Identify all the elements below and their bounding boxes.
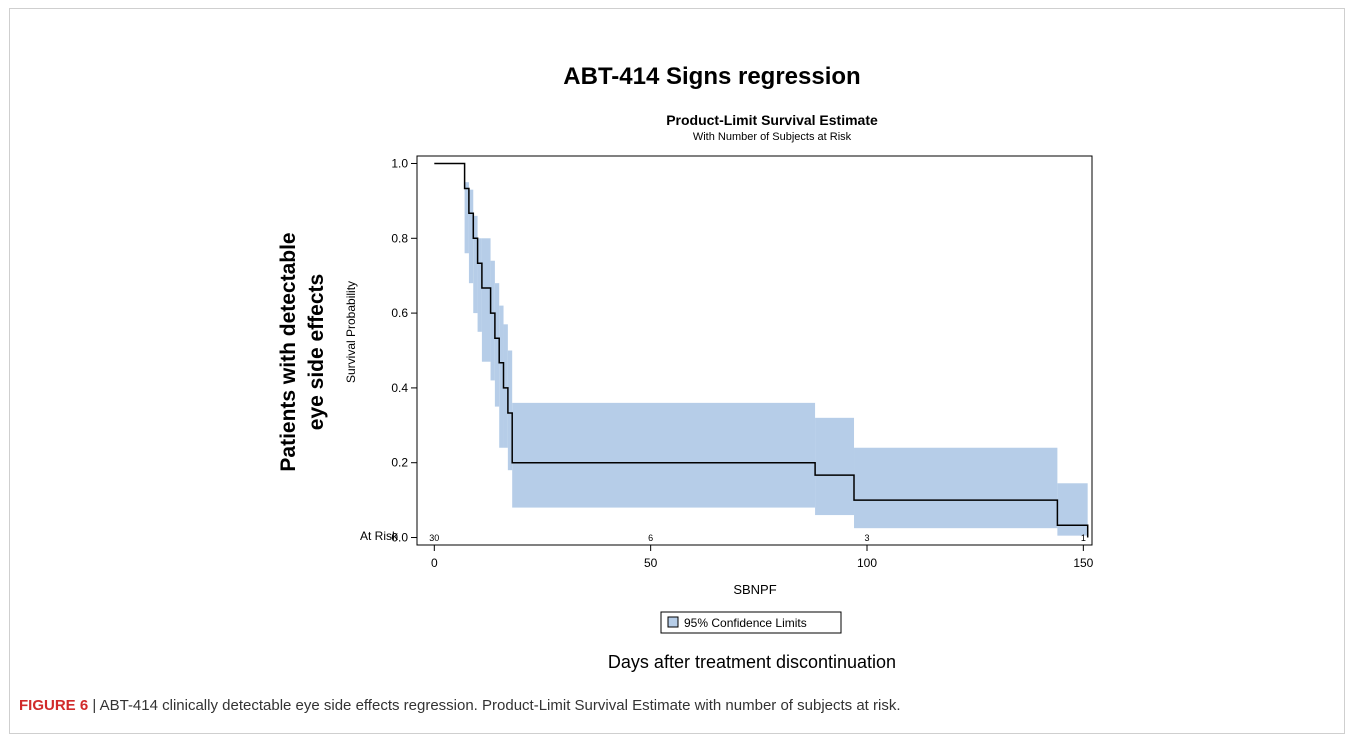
x-tick-label: 0 <box>431 556 438 570</box>
outer-xlabel: Days after treatment discontinuation <box>608 652 896 672</box>
outer-ylabel-line1: Patients with detectable <box>277 232 300 471</box>
figure-heading: ABT-414 Signs regression <box>563 63 860 90</box>
y-tick-label: 0.6 <box>391 306 408 320</box>
legend-swatch <box>667 616 679 628</box>
confidence-band-segment <box>503 324 508 448</box>
at-risk-layer: 30 6 3 1 <box>429 533 1086 543</box>
outer-ylabel-line2: eye side effects <box>305 274 328 430</box>
survival-curve <box>434 162 1089 538</box>
y-tick-label: 0.0 <box>391 531 408 545</box>
confidence-band-segment <box>468 189 474 284</box>
plot-frame <box>416 155 1093 546</box>
confidence-band-segment <box>854 447 1058 529</box>
at-risk-count: 3 <box>864 533 869 543</box>
confidence-band-segment <box>494 283 500 407</box>
confidence-band-segment <box>1057 483 1088 536</box>
confidence-band-segment <box>815 417 855 516</box>
confidence-band-segment <box>512 402 816 508</box>
legend: 95% Confidence Limits <box>660 611 842 634</box>
confidence-band-segment <box>464 182 469 254</box>
caption-text: ABT-414 clinically detectable eye side e… <box>99 697 901 714</box>
chart-title: Product-Limit Survival Estimate <box>666 112 878 128</box>
x-axis-label: SBNPF <box>733 582 776 597</box>
at-risk-label: At Risk <box>360 529 399 543</box>
y-tick-label: 0.8 <box>391 231 408 245</box>
chart-subtitle: With Number of Subjects at Risk <box>693 131 852 143</box>
y-tick-label: 0.4 <box>391 381 408 395</box>
y-axis-label: Survival Probability <box>344 281 358 383</box>
caption-separator: | <box>88 697 100 714</box>
x-tick-label: 50 <box>644 556 658 570</box>
at-risk-count: 6 <box>648 533 653 543</box>
confidence-band-segment <box>499 305 504 448</box>
confidence-band-segment <box>481 238 491 362</box>
x-tick-label: 100 <box>857 556 877 570</box>
confidence-band-segment <box>473 215 478 314</box>
x-tick-layer: 0 50 100 150 <box>431 545 1094 570</box>
y-tick-label: 0.2 <box>391 456 408 470</box>
at-risk-count: 30 <box>429 533 439 543</box>
caption-label: FIGURE 6 <box>19 697 89 714</box>
confidence-band-segment <box>477 238 482 332</box>
confidence-band-segment <box>507 350 513 471</box>
confidence-band-layer <box>464 182 1088 536</box>
y-tick-layer: 0.0 0.2 0.4 0.6 0.8 1.0 <box>391 156 417 545</box>
confidence-band-segment <box>490 260 495 381</box>
legend-entry: 95% Confidence Limits <box>684 616 807 630</box>
legend-box <box>660 611 842 634</box>
y-tick-label: 1.0 <box>391 156 408 170</box>
x-tick-label: 150 <box>1073 556 1093 570</box>
figure-caption: FIGURE 6 | ABT-414 clinically detectable… <box>19 697 901 714</box>
survival-curve-layer <box>434 162 1089 538</box>
at-risk-count: 1 <box>1081 533 1086 543</box>
